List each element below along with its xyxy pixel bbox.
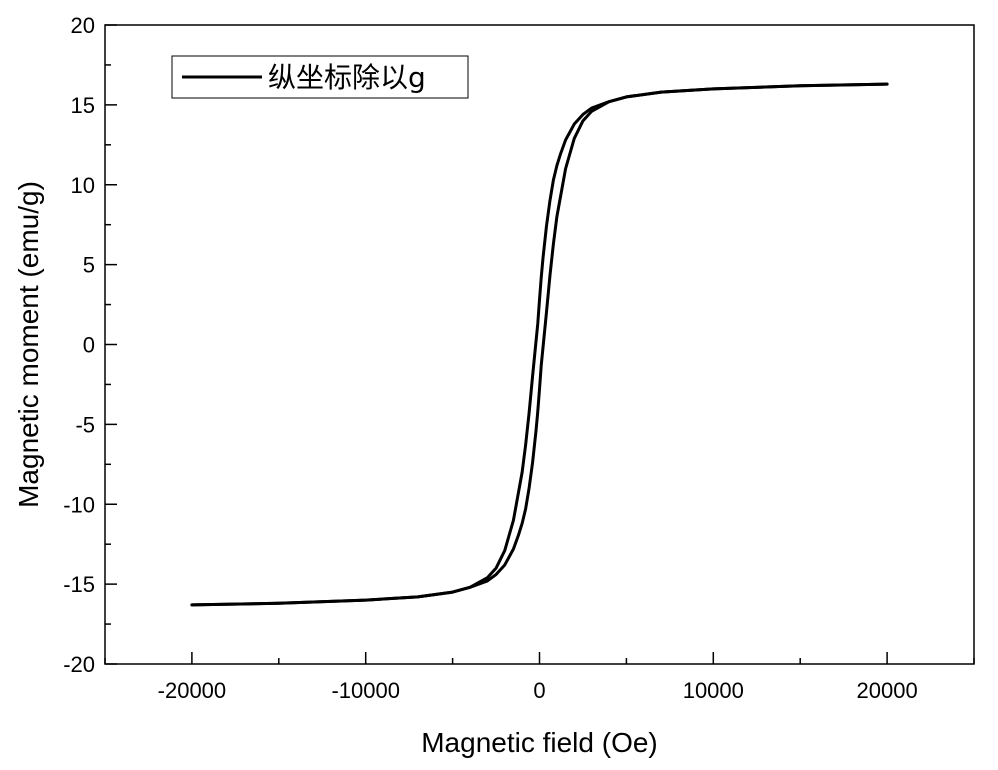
y-tick-label: -15 bbox=[63, 572, 95, 597]
x-tick-label: -20000 bbox=[158, 678, 227, 703]
y-tick-label: 10 bbox=[71, 173, 95, 198]
legend-label: 纵坐标除以g bbox=[268, 61, 426, 94]
x-axis-ticks: -20000 -10000 0 10000 20000 bbox=[104, 652, 975, 703]
x-tick-label: 10000 bbox=[683, 678, 744, 703]
y-axis-title: Magnetic moment (emu/g) bbox=[13, 181, 44, 508]
legend: 纵坐标除以g bbox=[171, 55, 469, 99]
y-tick-label: -20 bbox=[63, 652, 95, 677]
y-axis-ticks: -20 -15 -10 -5 0 5 10 15 20 bbox=[63, 13, 117, 677]
plot-frame bbox=[104, 24, 975, 665]
x-tick-label: 20000 bbox=[857, 678, 918, 703]
y-tick-label: 15 bbox=[71, 93, 95, 118]
series-line-descending bbox=[190, 82, 889, 607]
x-axis-title: Magnetic field (Oe) bbox=[421, 727, 658, 758]
x-tick-label: -10000 bbox=[331, 678, 400, 703]
y-tick-label: -5 bbox=[75, 412, 95, 437]
y-tick-label: 0 bbox=[83, 333, 95, 358]
y-tick-label: 5 bbox=[83, 253, 95, 278]
series-line-ascending bbox=[190, 82, 889, 607]
y-tick-label: -10 bbox=[63, 492, 95, 517]
series-layer bbox=[190, 82, 889, 607]
x-tick-label: 0 bbox=[533, 678, 545, 703]
y-tick-label: 20 bbox=[71, 13, 95, 38]
